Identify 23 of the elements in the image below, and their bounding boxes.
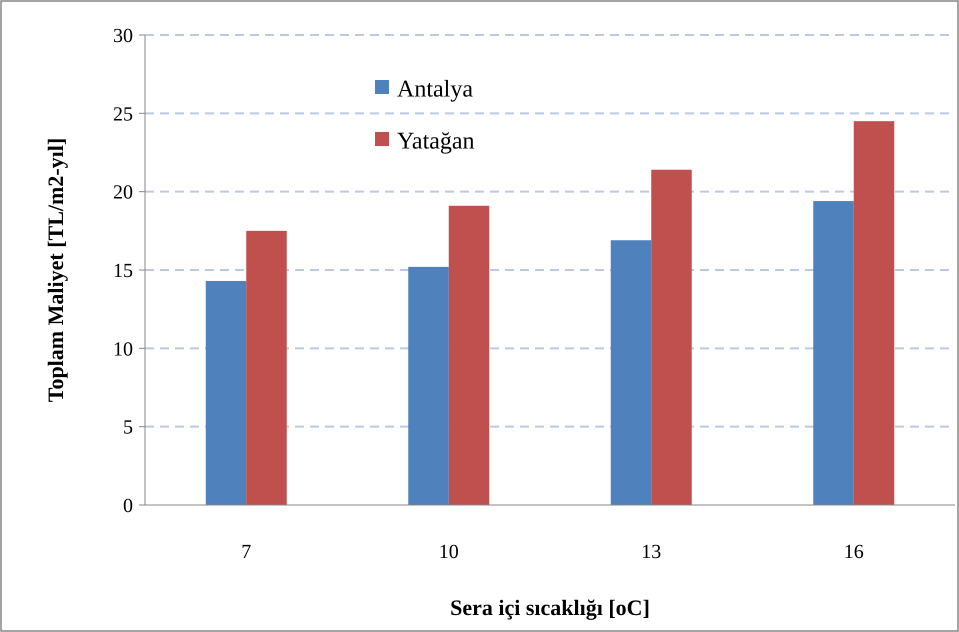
x-tick-label: 13 — [641, 541, 662, 563]
bar — [206, 280, 246, 505]
y-tick-label: 0 — [123, 495, 133, 517]
legend-label: Yatağan — [397, 128, 475, 154]
bar — [246, 230, 287, 505]
y-tick-label: 30 — [113, 25, 133, 47]
x-axis-title: Sera içi sıcaklığı [oC] — [450, 595, 650, 620]
bar — [448, 206, 490, 505]
x-tick-label: 7 — [241, 541, 252, 563]
bar — [408, 266, 449, 505]
x-tick-label: 16 — [844, 541, 864, 563]
y-tick-label: 10 — [113, 338, 133, 360]
y-tick-label: 5 — [123, 416, 133, 439]
y-tick-label: 20 — [113, 182, 133, 204]
bar — [813, 201, 854, 505]
bar — [610, 240, 652, 505]
bar — [651, 170, 692, 505]
y-tick-label: 15 — [113, 260, 133, 282]
y-tick-label: 25 — [113, 103, 133, 126]
y-axis-title: Toplam Maliyet [TL/m2-yıl] — [43, 138, 68, 402]
legend-label: Antalya — [397, 76, 474, 102]
x-tick-label: 10 — [438, 541, 459, 563]
bar — [854, 121, 894, 505]
